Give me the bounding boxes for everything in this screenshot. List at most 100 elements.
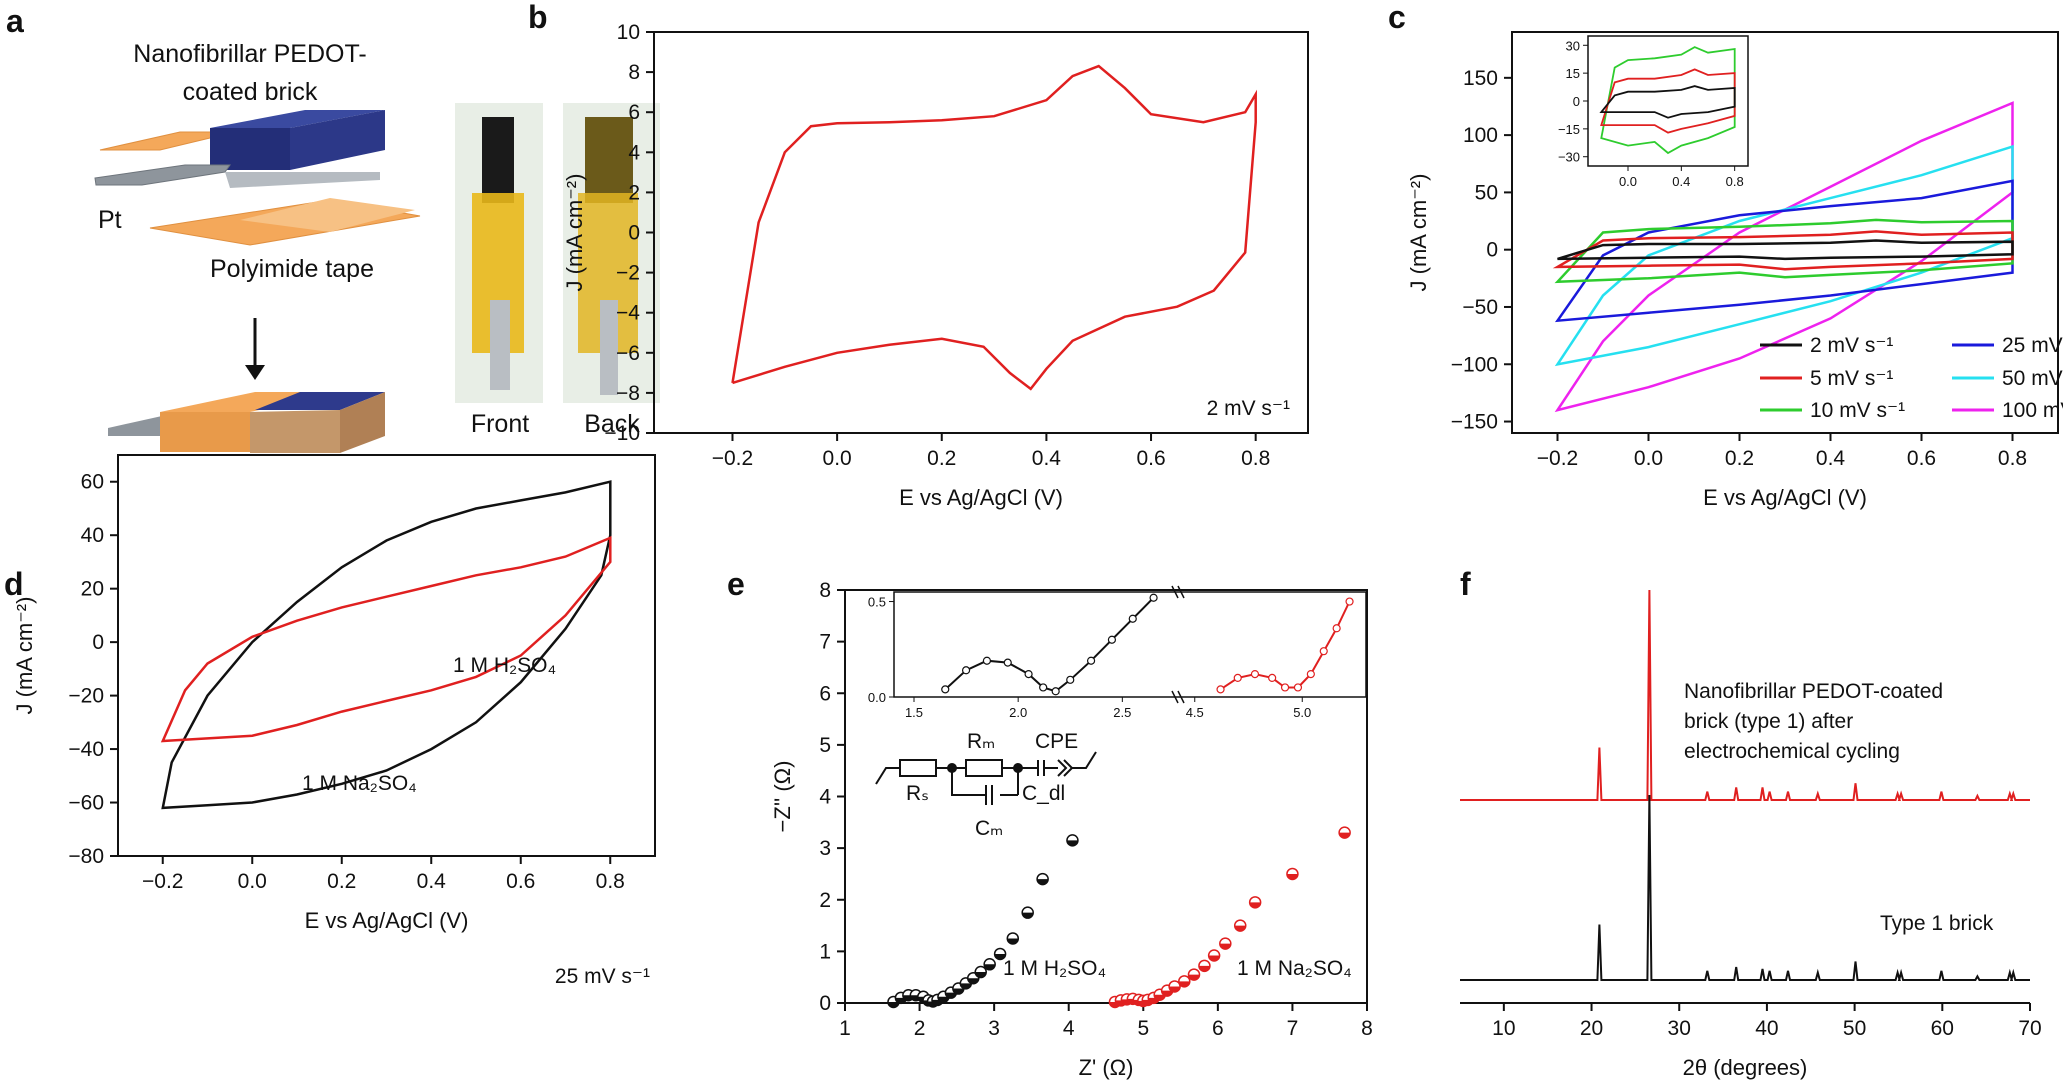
y-tick-label: 20 — [81, 578, 104, 601]
rm-label: Rₘ — [967, 730, 995, 753]
inset-point-h2so4 — [1003, 658, 1012, 667]
inset-frame — [1587, 35, 1749, 167]
inset-point-na2so4 — [1233, 673, 1242, 683]
pt-foil — [94, 164, 231, 186]
cm-label: Cₘ — [975, 817, 1003, 840]
inset-y-tick-label: 0 — [1573, 94, 1580, 109]
y-tick-label: 7 — [819, 631, 831, 654]
h2so4-label: 1 M H₂SO₄ — [1003, 957, 1106, 980]
cv-curve — [1554, 144, 2014, 367]
photo-front-brick — [482, 117, 514, 203]
x-tick-label: 0.6 — [506, 870, 535, 893]
x-tick-label: 0.2 — [927, 447, 956, 470]
y-tick-label: 1 — [819, 940, 831, 963]
cdl-label: C_dl — [1022, 782, 1065, 805]
inset-point-na2so4 — [1332, 624, 1341, 633]
x-axis-title: Z' (Ω) — [1079, 1055, 1134, 1080]
cv-curve — [731, 64, 1257, 391]
eis-point — [975, 972, 987, 978]
inset-x-tick-label: 1.5 — [905, 705, 923, 720]
inset-point-na2so4 — [1250, 669, 1260, 679]
eis-point — [994, 953, 1006, 960]
y-tick-label: −4 — [616, 302, 640, 325]
xrd-pattern-bottom — [1460, 794, 2030, 981]
cv-curve — [1552, 230, 2014, 271]
y-tick-label: 4 — [628, 141, 640, 164]
y-tick-label: 2 — [819, 889, 831, 912]
x-tick-label: 0.8 — [1998, 447, 2027, 470]
resistor-rs — [899, 759, 937, 777]
x-tick-label: −0.2 — [712, 447, 753, 470]
panel-c: −0.2 0.0 0.2 0.4 0.6 0.8−150−100−50050100150E… — [1388, 0, 2063, 510]
x-tick-label: 0.6 — [1907, 447, 1936, 470]
photo-front-label: Front — [471, 410, 529, 438]
panel-f: 10 20 30 40 50 60 70 2θ (degrees) f Nanofibrillar… — [1460, 566, 2042, 1080]
orange-tape-overlap — [240, 198, 415, 232]
legend-label: 25 mV s⁻¹ — [2002, 334, 2063, 357]
eis-point — [1007, 938, 1019, 944]
inset-point-h2so4 — [1107, 635, 1117, 644]
inset-x-tick-label: 0.8 — [1726, 174, 1744, 189]
xrd-top-label: brick (type 1) after — [1684, 710, 1853, 733]
x-tick-label: 0.6 — [1136, 447, 1165, 470]
brick-side-assembled — [340, 392, 385, 453]
inset-y-tick-label: 30 — [1566, 38, 1580, 53]
y-tick-label: −8 — [616, 382, 640, 405]
inset-point-h2so4 — [1128, 614, 1137, 623]
y-tick-label: 150 — [1463, 67, 1498, 90]
cv-curve — [161, 480, 612, 810]
xrd-bottom-label: Type 1 brick — [1880, 912, 1994, 935]
inset-chart: 0.0 0.4 0.8 −30 −15 0 15 30 — [1558, 35, 1749, 189]
x-tick-label: 0.0 — [1634, 447, 1663, 470]
h2so4-label: 1 M H₂SO₄ — [453, 654, 556, 677]
inset-y-tick-label: 0.5 — [868, 595, 886, 610]
photo-back-label: Back — [584, 410, 640, 438]
cv-curve — [1554, 179, 2014, 323]
y-tick-label: 6 — [819, 682, 831, 705]
axis-break — [1171, 585, 1185, 704]
panel-b: −0.2 0.0 0.2 0.4 0.6 0.8 −10 −8 −6 −4 −2 0 2 4 6 8 10 E v… — [528, 0, 1309, 510]
inset-point-h2so4 — [1066, 675, 1075, 684]
na2so4-label: 1 M Na₂SO₄ — [1237, 957, 1352, 980]
eis-point — [952, 988, 964, 995]
x-tick-label: −0.2 — [142, 870, 183, 893]
inset-x-tick-label: 2.5 — [1113, 705, 1131, 720]
scan-rate-label: 25 mV s⁻¹ — [555, 965, 650, 988]
y-axis-title: −Z'' (Ω) — [770, 761, 795, 833]
eis-point — [984, 964, 996, 970]
x-tick-label: 2 — [914, 1017, 926, 1040]
inset-point-h2so4 — [961, 666, 971, 675]
node-dot — [1013, 763, 1023, 773]
x-tick-label: 30 — [1668, 1017, 1691, 1040]
inset-frame — [893, 591, 1367, 698]
eis-point — [1178, 981, 1190, 987]
x-tick-label: 5 — [1137, 1017, 1149, 1040]
inset-point-na2so4 — [1319, 647, 1328, 656]
x-tick-label: 0.2 — [327, 870, 356, 893]
inset-x-tick-label: 0.4 — [1672, 174, 1690, 189]
legend-label: 100 mV s⁻¹ — [2002, 399, 2063, 422]
y-tick-label: −80 — [68, 845, 104, 868]
eis-inset: 0.0 0.5 1.5 2.0 2.5 4.5 5.0 — [868, 585, 1367, 720]
legend-label: 50 mV s⁻¹ — [2002, 367, 2063, 390]
cpe-label: CPE — [1035, 730, 1078, 753]
node-dot — [947, 763, 957, 773]
eis-point — [1208, 955, 1220, 962]
x-tick-label: 50 — [1843, 1017, 1866, 1040]
brick-side-face — [290, 110, 385, 170]
panel-letter: e — [727, 566, 745, 602]
y-axis-title: J (mA cm⁻²) — [562, 174, 587, 292]
brick-title-line1: Nanofibrillar PEDOT- — [133, 40, 366, 68]
photo-front-foil — [490, 300, 510, 390]
inset-point-na2so4 — [1216, 685, 1225, 694]
cv-curve — [160, 536, 612, 743]
rs-label: Rₛ — [906, 782, 929, 805]
inset-curve — [1599, 85, 1736, 119]
y-tick-label: 4 — [819, 786, 831, 809]
inset-y-tick-label: 15 — [1566, 66, 1580, 81]
cv-curve — [1554, 218, 2014, 284]
y-tick-label: 0 — [819, 992, 831, 1015]
x-tick-label: 0.0 — [238, 870, 267, 893]
inset-x-tick-label: 4.5 — [1186, 705, 1204, 720]
eis-point — [937, 996, 949, 1003]
